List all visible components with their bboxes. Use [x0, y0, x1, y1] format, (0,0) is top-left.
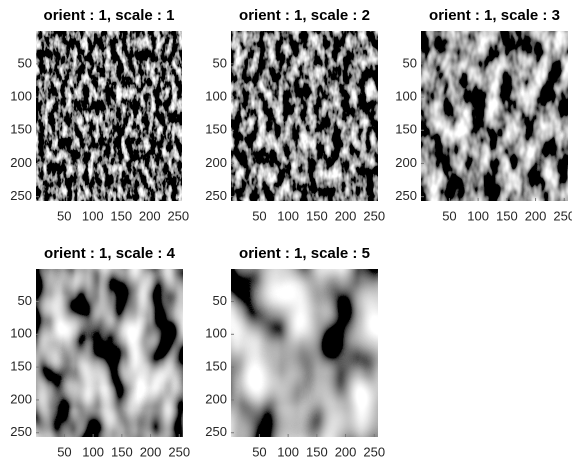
x-tick-label: 50	[442, 208, 456, 223]
x-tick-label: 50	[252, 208, 266, 223]
subplot-title: orient : 1, scale : 5	[239, 245, 370, 262]
y-tick-label: 250	[395, 188, 417, 203]
y-tick-label: 250	[10, 424, 32, 439]
y-tick-label: 200	[205, 155, 227, 170]
image	[421, 31, 568, 201]
subplot-title: orient : 1, scale : 2	[239, 7, 370, 24]
x-tick-label: 200	[335, 208, 357, 223]
y-tick-label: 50	[18, 293, 32, 308]
subplot-title: orient : 1, scale : 4	[44, 245, 176, 262]
x-tick-label: 50	[57, 444, 71, 459]
x-tick-label: 150	[306, 208, 328, 223]
image	[231, 269, 378, 437]
y-tick-label: 150	[10, 359, 32, 374]
x-tick-label: 150	[111, 444, 133, 459]
y-tick-label: 50	[213, 55, 227, 70]
x-tick-label: 250	[363, 444, 385, 459]
x-tick-label: 50	[252, 444, 266, 459]
subplot-title: orient : 1, scale : 3	[429, 7, 560, 24]
y-tick-label: 100	[205, 326, 227, 341]
y-tick-label: 150	[205, 359, 227, 374]
x-tick-label: 200	[139, 208, 161, 223]
x-tick-label: 250	[168, 444, 190, 459]
x-tick-label: 100	[277, 208, 299, 223]
x-tick-label: 100	[467, 208, 489, 223]
x-tick-label: 200	[140, 444, 162, 459]
image	[36, 31, 182, 201]
y-tick-label: 200	[10, 155, 32, 170]
x-tick-label: 100	[277, 444, 299, 459]
y-tick-label: 150	[395, 122, 417, 137]
x-tick-label: 150	[306, 444, 328, 459]
x-tick-label: 100	[82, 208, 104, 223]
x-tick-label: 250	[553, 208, 572, 223]
x-tick-label: 50	[57, 208, 71, 223]
image	[36, 269, 183, 437]
x-tick-label: 250	[167, 208, 189, 223]
y-tick-label: 250	[205, 188, 227, 203]
x-tick-label: 250	[363, 208, 385, 223]
subplot-title: orient : 1, scale : 1	[44, 7, 175, 24]
y-tick-label: 200	[395, 155, 417, 170]
y-tick-label: 50	[18, 55, 32, 70]
x-tick-label: 200	[525, 208, 547, 223]
y-tick-label: 100	[395, 89, 417, 104]
y-tick-label: 50	[213, 293, 227, 308]
y-tick-label: 250	[10, 188, 32, 203]
x-tick-label: 150	[496, 208, 518, 223]
x-tick-label: 200	[335, 444, 357, 459]
y-tick-label: 100	[205, 89, 227, 104]
y-tick-label: 200	[10, 391, 32, 406]
x-tick-label: 150	[110, 208, 132, 223]
y-tick-label: 250	[205, 424, 227, 439]
y-tick-label: 150	[205, 122, 227, 137]
x-tick-label: 100	[82, 444, 104, 459]
y-tick-label: 150	[10, 122, 32, 137]
image	[231, 31, 378, 201]
y-tick-label: 50	[403, 55, 417, 70]
y-tick-label: 100	[10, 326, 32, 341]
y-tick-label: 100	[10, 89, 32, 104]
y-tick-label: 200	[205, 391, 227, 406]
